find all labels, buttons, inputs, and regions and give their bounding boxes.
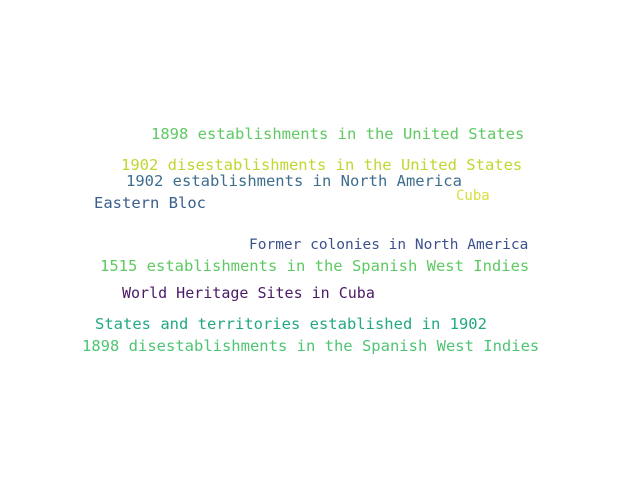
word-cuba: Cuba: [456, 188, 490, 204]
word-1902-disestablishments-us: 1902 disestablishments in the United Sta…: [121, 156, 523, 174]
word-1898-disestablishments-spanish-west-indies: 1898 disestablishments in the Spanish We…: [82, 337, 540, 355]
word-world-heritage-sites-cuba: World Heritage Sites in Cuba: [122, 284, 375, 302]
word-former-colonies-north-america: Former colonies in North America: [249, 237, 529, 253]
word-eastern-bloc: Eastern Bloc: [94, 194, 206, 212]
word-1898-establishments-us: 1898 establishments in the United States: [151, 125, 525, 143]
word-states-territories-1902: States and territories established in 19…: [95, 315, 487, 333]
word-1902-establishments-north-america: 1902 establishments in North America: [126, 172, 462, 190]
word-1515-establishments-spanish-west-indies: 1515 establishments in the Spanish West …: [100, 257, 530, 275]
